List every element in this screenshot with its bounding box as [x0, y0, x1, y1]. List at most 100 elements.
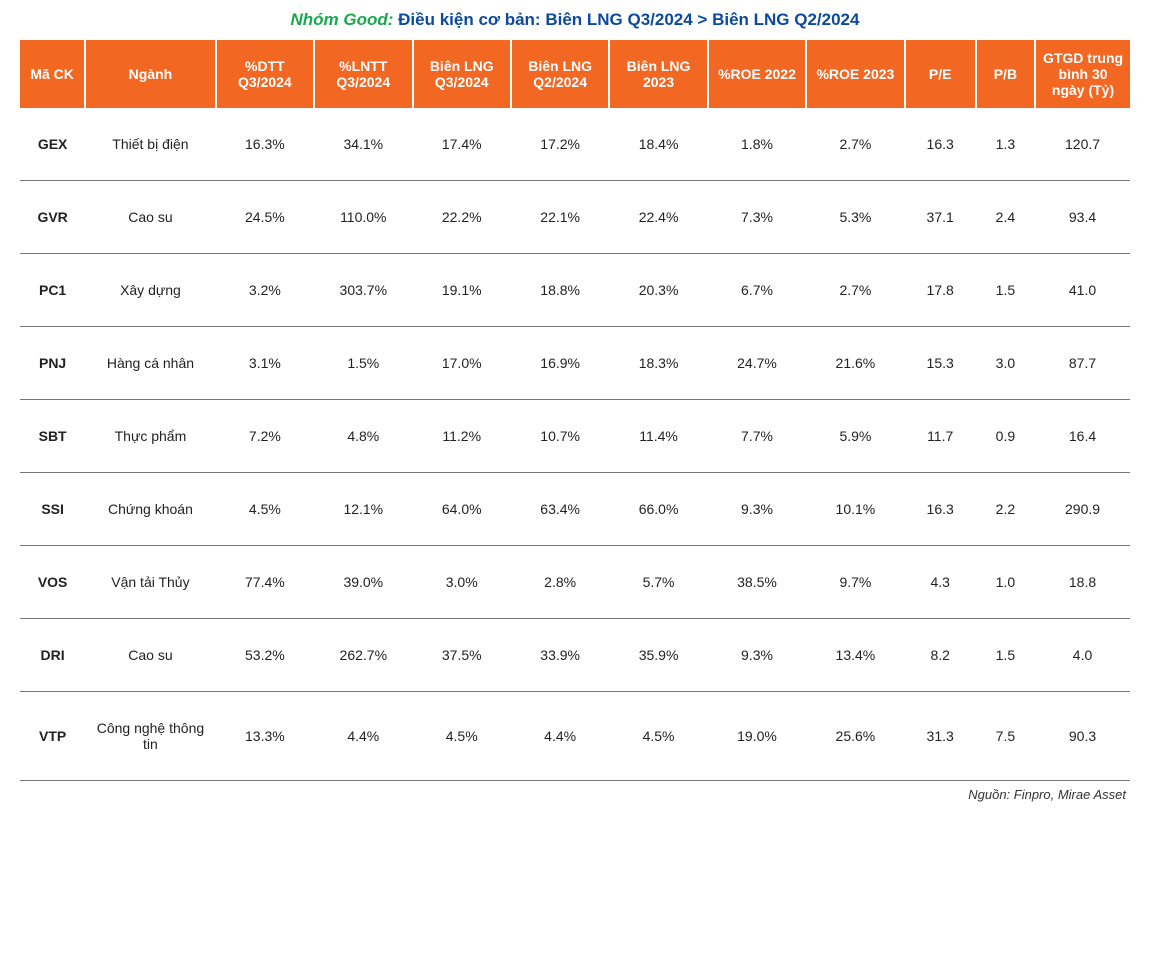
cell-ticker: PNJ [20, 327, 85, 400]
cell-roe23: 25.6% [806, 692, 904, 781]
cell-lng_q2: 10.7% [511, 400, 609, 473]
cell-lng_q2: 18.8% [511, 254, 609, 327]
cell-roe23: 5.3% [806, 181, 904, 254]
cell-ticker: SBT [20, 400, 85, 473]
cell-industry: Chứng khoán [85, 473, 215, 546]
cell-pe: 15.3 [905, 327, 976, 400]
cell-roe23: 5.9% [806, 400, 904, 473]
cell-roe23: 21.6% [806, 327, 904, 400]
cell-lntt: 12.1% [314, 473, 412, 546]
cell-pb: 1.5 [976, 619, 1035, 692]
cell-ticker: VOS [20, 546, 85, 619]
cell-dtt: 13.3% [216, 692, 314, 781]
source-label: Nguồn: Finpro, Mirae Asset [20, 787, 1130, 802]
col-header: Mã CK [20, 40, 85, 108]
cell-dtt: 3.1% [216, 327, 314, 400]
cell-industry: Cao su [85, 619, 215, 692]
cell-lng_q3: 11.2% [413, 400, 511, 473]
cell-lntt: 4.8% [314, 400, 412, 473]
cell-lntt: 4.4% [314, 692, 412, 781]
cell-roe23: 9.7% [806, 546, 904, 619]
cell-lng_2023: 5.7% [609, 546, 707, 619]
col-header: %LNTT Q3/2024 [314, 40, 412, 108]
col-header: Biên LNG Q3/2024 [413, 40, 511, 108]
cell-lng_2023: 11.4% [609, 400, 707, 473]
cell-industry: Thực phẩm [85, 400, 215, 473]
cell-dtt: 24.5% [216, 181, 314, 254]
cell-lng_q3: 22.2% [413, 181, 511, 254]
cell-roe23: 2.7% [806, 254, 904, 327]
cell-roe22: 19.0% [708, 692, 806, 781]
cell-gtgd: 18.8 [1035, 546, 1130, 619]
cell-dtt: 7.2% [216, 400, 314, 473]
cell-lng_q3: 4.5% [413, 692, 511, 781]
table-header: Mã CK Ngành %DTT Q3/2024 %LNTT Q3/2024 B… [20, 40, 1130, 108]
col-header: Biên LNG Q2/2024 [511, 40, 609, 108]
stock-table: Mã CK Ngành %DTT Q3/2024 %LNTT Q3/2024 B… [20, 40, 1130, 781]
cell-pe: 8.2 [905, 619, 976, 692]
cell-industry: Công nghệ thông tin [85, 692, 215, 781]
cell-pb: 7.5 [976, 692, 1035, 781]
cell-lng_2023: 4.5% [609, 692, 707, 781]
cell-ticker: SSI [20, 473, 85, 546]
table-row: GEXThiết bị điện16.3%34.1%17.4%17.2%18.4… [20, 108, 1130, 181]
cell-lntt: 262.7% [314, 619, 412, 692]
cell-gtgd: 90.3 [1035, 692, 1130, 781]
cell-lng_q2: 2.8% [511, 546, 609, 619]
cell-gtgd: 4.0 [1035, 619, 1130, 692]
cell-lng_q3: 19.1% [413, 254, 511, 327]
cell-roe22: 9.3% [708, 619, 806, 692]
cell-roe22: 7.3% [708, 181, 806, 254]
cell-lng_2023: 18.3% [609, 327, 707, 400]
cell-gtgd: 290.9 [1035, 473, 1130, 546]
cell-pe: 37.1 [905, 181, 976, 254]
cell-industry: Hàng cá nhân [85, 327, 215, 400]
cell-lng_q2: 4.4% [511, 692, 609, 781]
cell-dtt: 77.4% [216, 546, 314, 619]
cell-lng_q2: 63.4% [511, 473, 609, 546]
cell-dtt: 16.3% [216, 108, 314, 181]
col-header: P/B [976, 40, 1035, 108]
page-title: Nhóm Good: Điều kiện cơ bản: Biên LNG Q3… [20, 10, 1130, 30]
cell-pb: 2.2 [976, 473, 1035, 546]
table-container: Nhóm Good: Điều kiện cơ bản: Biên LNG Q3… [0, 0, 1150, 822]
cell-roe22: 38.5% [708, 546, 806, 619]
cell-pb: 3.0 [976, 327, 1035, 400]
cell-ticker: GVR [20, 181, 85, 254]
col-header: %DTT Q3/2024 [216, 40, 314, 108]
cell-lng_q3: 3.0% [413, 546, 511, 619]
cell-pb: 1.5 [976, 254, 1035, 327]
table-body: GEXThiết bị điện16.3%34.1%17.4%17.2%18.4… [20, 108, 1130, 781]
cell-lng_q3: 17.4% [413, 108, 511, 181]
cell-lng_2023: 66.0% [609, 473, 707, 546]
cell-roe22: 9.3% [708, 473, 806, 546]
cell-industry: Xây dựng [85, 254, 215, 327]
col-header: Biên LNG 2023 [609, 40, 707, 108]
cell-ticker: VTP [20, 692, 85, 781]
cell-lng_q3: 64.0% [413, 473, 511, 546]
cell-pe: 31.3 [905, 692, 976, 781]
cell-gtgd: 16.4 [1035, 400, 1130, 473]
table-row: PC1Xây dựng3.2%303.7%19.1%18.8%20.3%6.7%… [20, 254, 1130, 327]
col-header: P/E [905, 40, 976, 108]
cell-lng_2023: 35.9% [609, 619, 707, 692]
cell-lng_q2: 22.1% [511, 181, 609, 254]
cell-lng_2023: 20.3% [609, 254, 707, 327]
col-header: %ROE 2023 [806, 40, 904, 108]
cell-lng_q2: 33.9% [511, 619, 609, 692]
cell-roe22: 7.7% [708, 400, 806, 473]
cell-ticker: DRI [20, 619, 85, 692]
table-row: VTPCông nghệ thông tin13.3%4.4%4.5%4.4%4… [20, 692, 1130, 781]
table-row: VOSVận tải Thủy77.4%39.0%3.0%2.8%5.7%38.… [20, 546, 1130, 619]
cell-gtgd: 93.4 [1035, 181, 1130, 254]
cell-lng_2023: 18.4% [609, 108, 707, 181]
cell-roe22: 6.7% [708, 254, 806, 327]
cell-lntt: 34.1% [314, 108, 412, 181]
cell-lng_q2: 17.2% [511, 108, 609, 181]
cell-pb: 2.4 [976, 181, 1035, 254]
cell-roe23: 2.7% [806, 108, 904, 181]
col-header: GTGD trung bình 30 ngày (Tỷ) [1035, 40, 1130, 108]
cell-lntt: 39.0% [314, 546, 412, 619]
cell-pe: 16.3 [905, 108, 976, 181]
cell-industry: Thiết bị điện [85, 108, 215, 181]
